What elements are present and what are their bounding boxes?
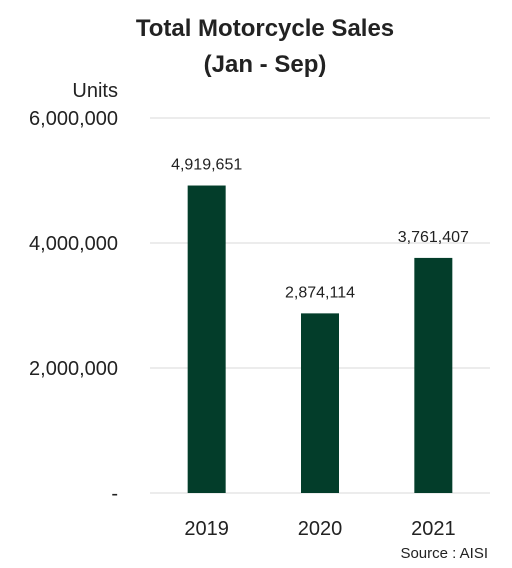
data-label: 3,761,407 xyxy=(398,229,469,246)
x-tick-label: 2020 xyxy=(298,518,343,540)
y-tick-label: 4,000,000 xyxy=(29,233,118,255)
data-label: 2,874,114 xyxy=(285,284,355,301)
bars xyxy=(187,185,453,493)
x-tick-label: 2019 xyxy=(184,518,229,540)
bar xyxy=(187,185,226,493)
y-axis-label: Units xyxy=(72,80,118,102)
y-axis: - 2,000,000 4,000,000 6,000,000 xyxy=(29,108,118,505)
data-label: 4,919,651 xyxy=(171,157,242,174)
y-tick-label: 2,000,000 xyxy=(29,358,118,380)
data-labels: 4,919,651 2,874,114 3,761,407 xyxy=(171,157,469,302)
y-tick-label: - xyxy=(111,483,118,505)
x-axis: 2019 2020 2021 xyxy=(184,518,455,540)
x-tick-label: 2021 xyxy=(411,518,456,540)
source-note: Source : AISI xyxy=(400,545,488,562)
bar xyxy=(301,313,339,493)
chart-title-line-2: (Jan - Sep) xyxy=(204,51,327,78)
y-tick-label: 6,000,000 xyxy=(29,108,118,130)
bar xyxy=(414,257,453,493)
chart-title-line-1: Total Motorcycle Sales xyxy=(136,15,394,42)
